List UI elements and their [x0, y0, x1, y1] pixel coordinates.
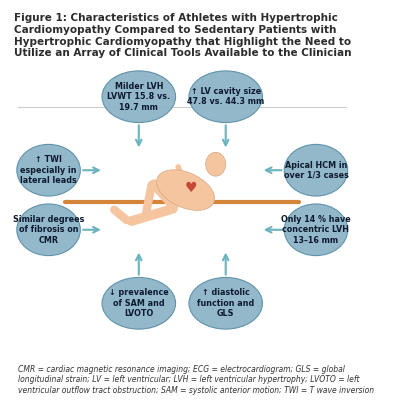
- Text: ↑ diastolic
function and
GLS: ↑ diastolic function and GLS: [197, 288, 254, 318]
- Text: Similar degrees
of fibrosis on
CMR: Similar degrees of fibrosis on CMR: [13, 215, 84, 245]
- Text: ↑ TWI
especially in
lateral leads: ↑ TWI especially in lateral leads: [20, 155, 77, 185]
- Ellipse shape: [17, 204, 80, 256]
- Ellipse shape: [189, 71, 262, 122]
- Text: ♥: ♥: [184, 181, 197, 195]
- Circle shape: [206, 152, 226, 176]
- Ellipse shape: [102, 71, 176, 122]
- Text: Figure 1: Characteristics of Athletes with Hypertrophic
Cardiomyopathy Compared : Figure 1: Characteristics of Athletes wi…: [14, 13, 351, 58]
- Text: ↑ LV cavity size
47.8 vs. 44.3 mm: ↑ LV cavity size 47.8 vs. 44.3 mm: [187, 87, 264, 106]
- Ellipse shape: [102, 278, 176, 329]
- Text: CMR = cardiac magnetic resonance imaging; ECG = electrocardiogram; GLS = global
: CMR = cardiac magnetic resonance imaging…: [18, 365, 375, 395]
- FancyArrowPatch shape: [188, 190, 207, 200]
- Ellipse shape: [284, 204, 348, 256]
- Text: Apical HCM in
over 1/3 cases: Apical HCM in over 1/3 cases: [284, 160, 348, 180]
- FancyArrowPatch shape: [114, 210, 127, 220]
- Text: ↓ prevalence
of SAM and
LVOTO: ↓ prevalence of SAM and LVOTO: [109, 288, 169, 318]
- Ellipse shape: [189, 278, 262, 329]
- Ellipse shape: [157, 170, 214, 210]
- FancyArrowPatch shape: [154, 184, 174, 206]
- Text: Only 14 % have
concentric LVH
13–16 mm: Only 14 % have concentric LVH 13–16 mm: [281, 215, 351, 245]
- FancyArrowPatch shape: [146, 185, 152, 213]
- Ellipse shape: [17, 144, 80, 196]
- Ellipse shape: [284, 144, 348, 196]
- FancyArrowPatch shape: [132, 209, 173, 221]
- Text: Milder LVH
LVWT 15.8 vs.
19.7 mm: Milder LVH LVWT 15.8 vs. 19.7 mm: [107, 82, 170, 112]
- FancyArrowPatch shape: [178, 167, 185, 186]
